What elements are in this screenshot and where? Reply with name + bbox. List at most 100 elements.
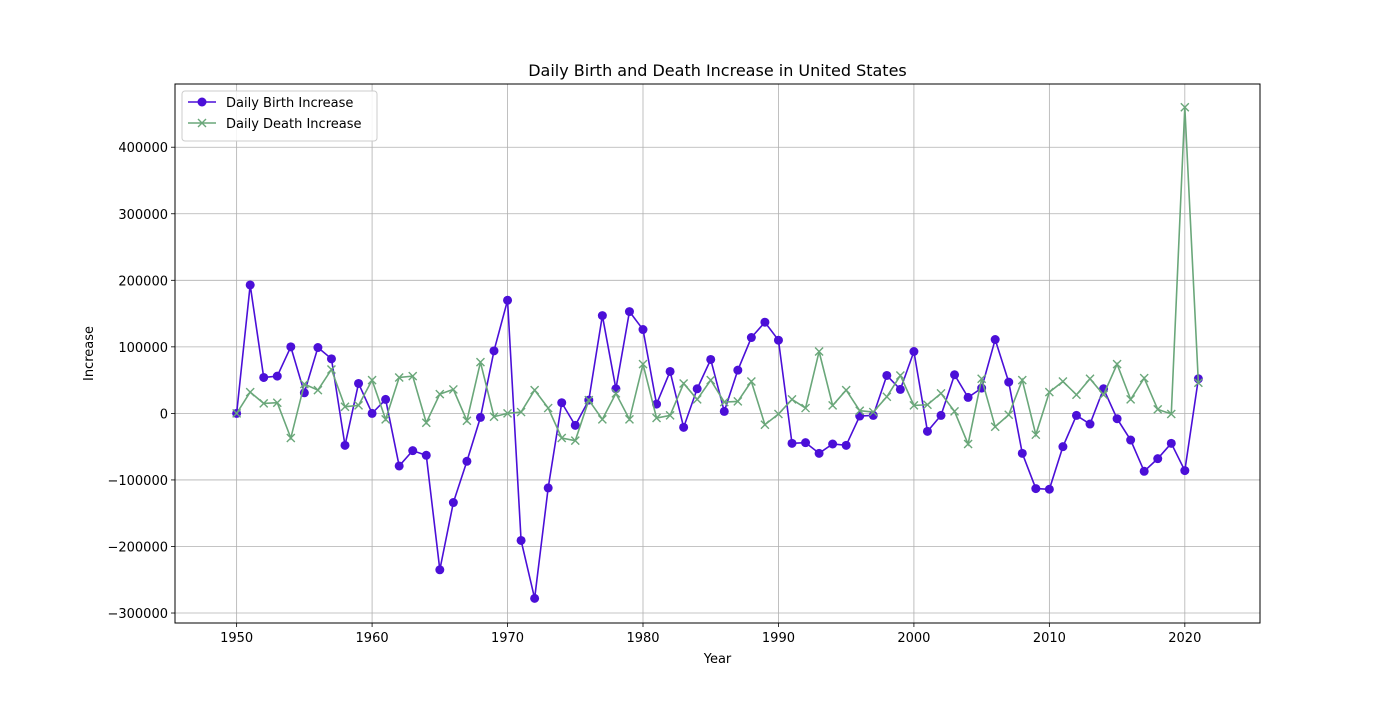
data-point [922,426,932,436]
data-point [1112,414,1122,424]
data-point [408,446,418,456]
axis-ticks: 1950 1960 1970 1980 1990 2000 2010 2020 −300000 −… [107,141,1201,646]
data-point [1126,394,1136,404]
data-point [475,412,485,422]
data-point [1153,404,1163,414]
data-point [381,414,391,424]
data-point [1071,410,1081,420]
data-point [367,408,377,418]
data-point [990,335,1000,345]
data-point [299,379,309,389]
data-point [448,384,458,394]
data-point [340,402,350,412]
y-tick-label: 400000 [118,141,168,156]
data-point [340,440,350,450]
data-point [773,335,783,345]
data-point [313,343,323,353]
series-death [232,102,1203,449]
data-point [611,388,621,398]
x-tick-label: 1950 [220,631,253,646]
data-point [597,414,607,424]
data-point [503,408,513,418]
plot-area-border [174,83,1261,624]
legend-label: Daily Death Increase [226,117,361,132]
series-line [235,284,1200,599]
data-point [259,398,269,408]
data-point [665,410,675,420]
data-point [909,347,919,357]
legend-item: Daily Death Increase [188,117,361,132]
data-point [543,403,553,413]
y-tick-label: 300000 [118,208,168,223]
data-point [692,394,702,404]
data-point [1044,387,1054,397]
data-point [1071,390,1081,400]
data-point [326,354,336,364]
data-point [638,325,648,335]
data-point [272,398,282,408]
data-point [394,461,404,471]
x-tick-label: 1990 [762,631,795,646]
data-point [259,372,269,382]
data-point [868,410,878,420]
data-point [1044,484,1054,494]
data-point [828,439,838,449]
data-point [679,422,689,432]
y-tick-label: −200000 [107,540,168,555]
data-point [882,392,892,402]
data-point [760,317,770,327]
data-point [354,400,364,410]
data-point [516,535,526,545]
data-point [638,359,648,369]
data-point [624,307,634,317]
y-tick-label: 0 [160,407,168,422]
data-point [652,413,662,423]
data-point [936,388,946,398]
data-point [814,448,824,458]
data-point [408,371,418,381]
data-point [719,397,729,407]
data-point [557,433,567,443]
data-point [1126,435,1136,445]
data-point [1017,448,1027,458]
series-line [235,107,1200,447]
legend-item: Daily Birth Increase [188,96,353,111]
data-point [787,438,797,448]
data-point [462,456,472,466]
data-point [733,365,743,375]
data-point [421,418,431,428]
data-point [1139,466,1149,476]
data-point [787,394,797,404]
data-point [313,385,323,395]
data-point [760,420,770,430]
data-point [1031,430,1041,440]
data-point [922,400,932,410]
data-point [1017,375,1027,385]
data-point [841,385,851,395]
data-point [435,565,445,575]
data-point [746,376,756,386]
data-point [624,414,634,424]
data-point [245,387,255,397]
series-birth [232,280,1203,603]
legend-box [181,90,378,142]
data-point [706,375,716,385]
data-point [1058,376,1068,386]
x-tick-label: 2000 [897,631,930,646]
x-tick-label: 1970 [491,631,524,646]
data-point [719,406,729,416]
data-point [1031,484,1041,494]
data-point [272,371,282,381]
data-point [855,406,865,416]
data-point [963,392,973,402]
data-point [1166,438,1176,448]
data-point [354,378,364,388]
data-point [381,394,391,404]
data-point [773,409,783,419]
y-tick-label: 100000 [118,341,168,356]
data-point [909,400,919,410]
data-point [746,333,756,343]
data-point [1004,410,1014,420]
y-tick-label: −300000 [107,607,168,622]
